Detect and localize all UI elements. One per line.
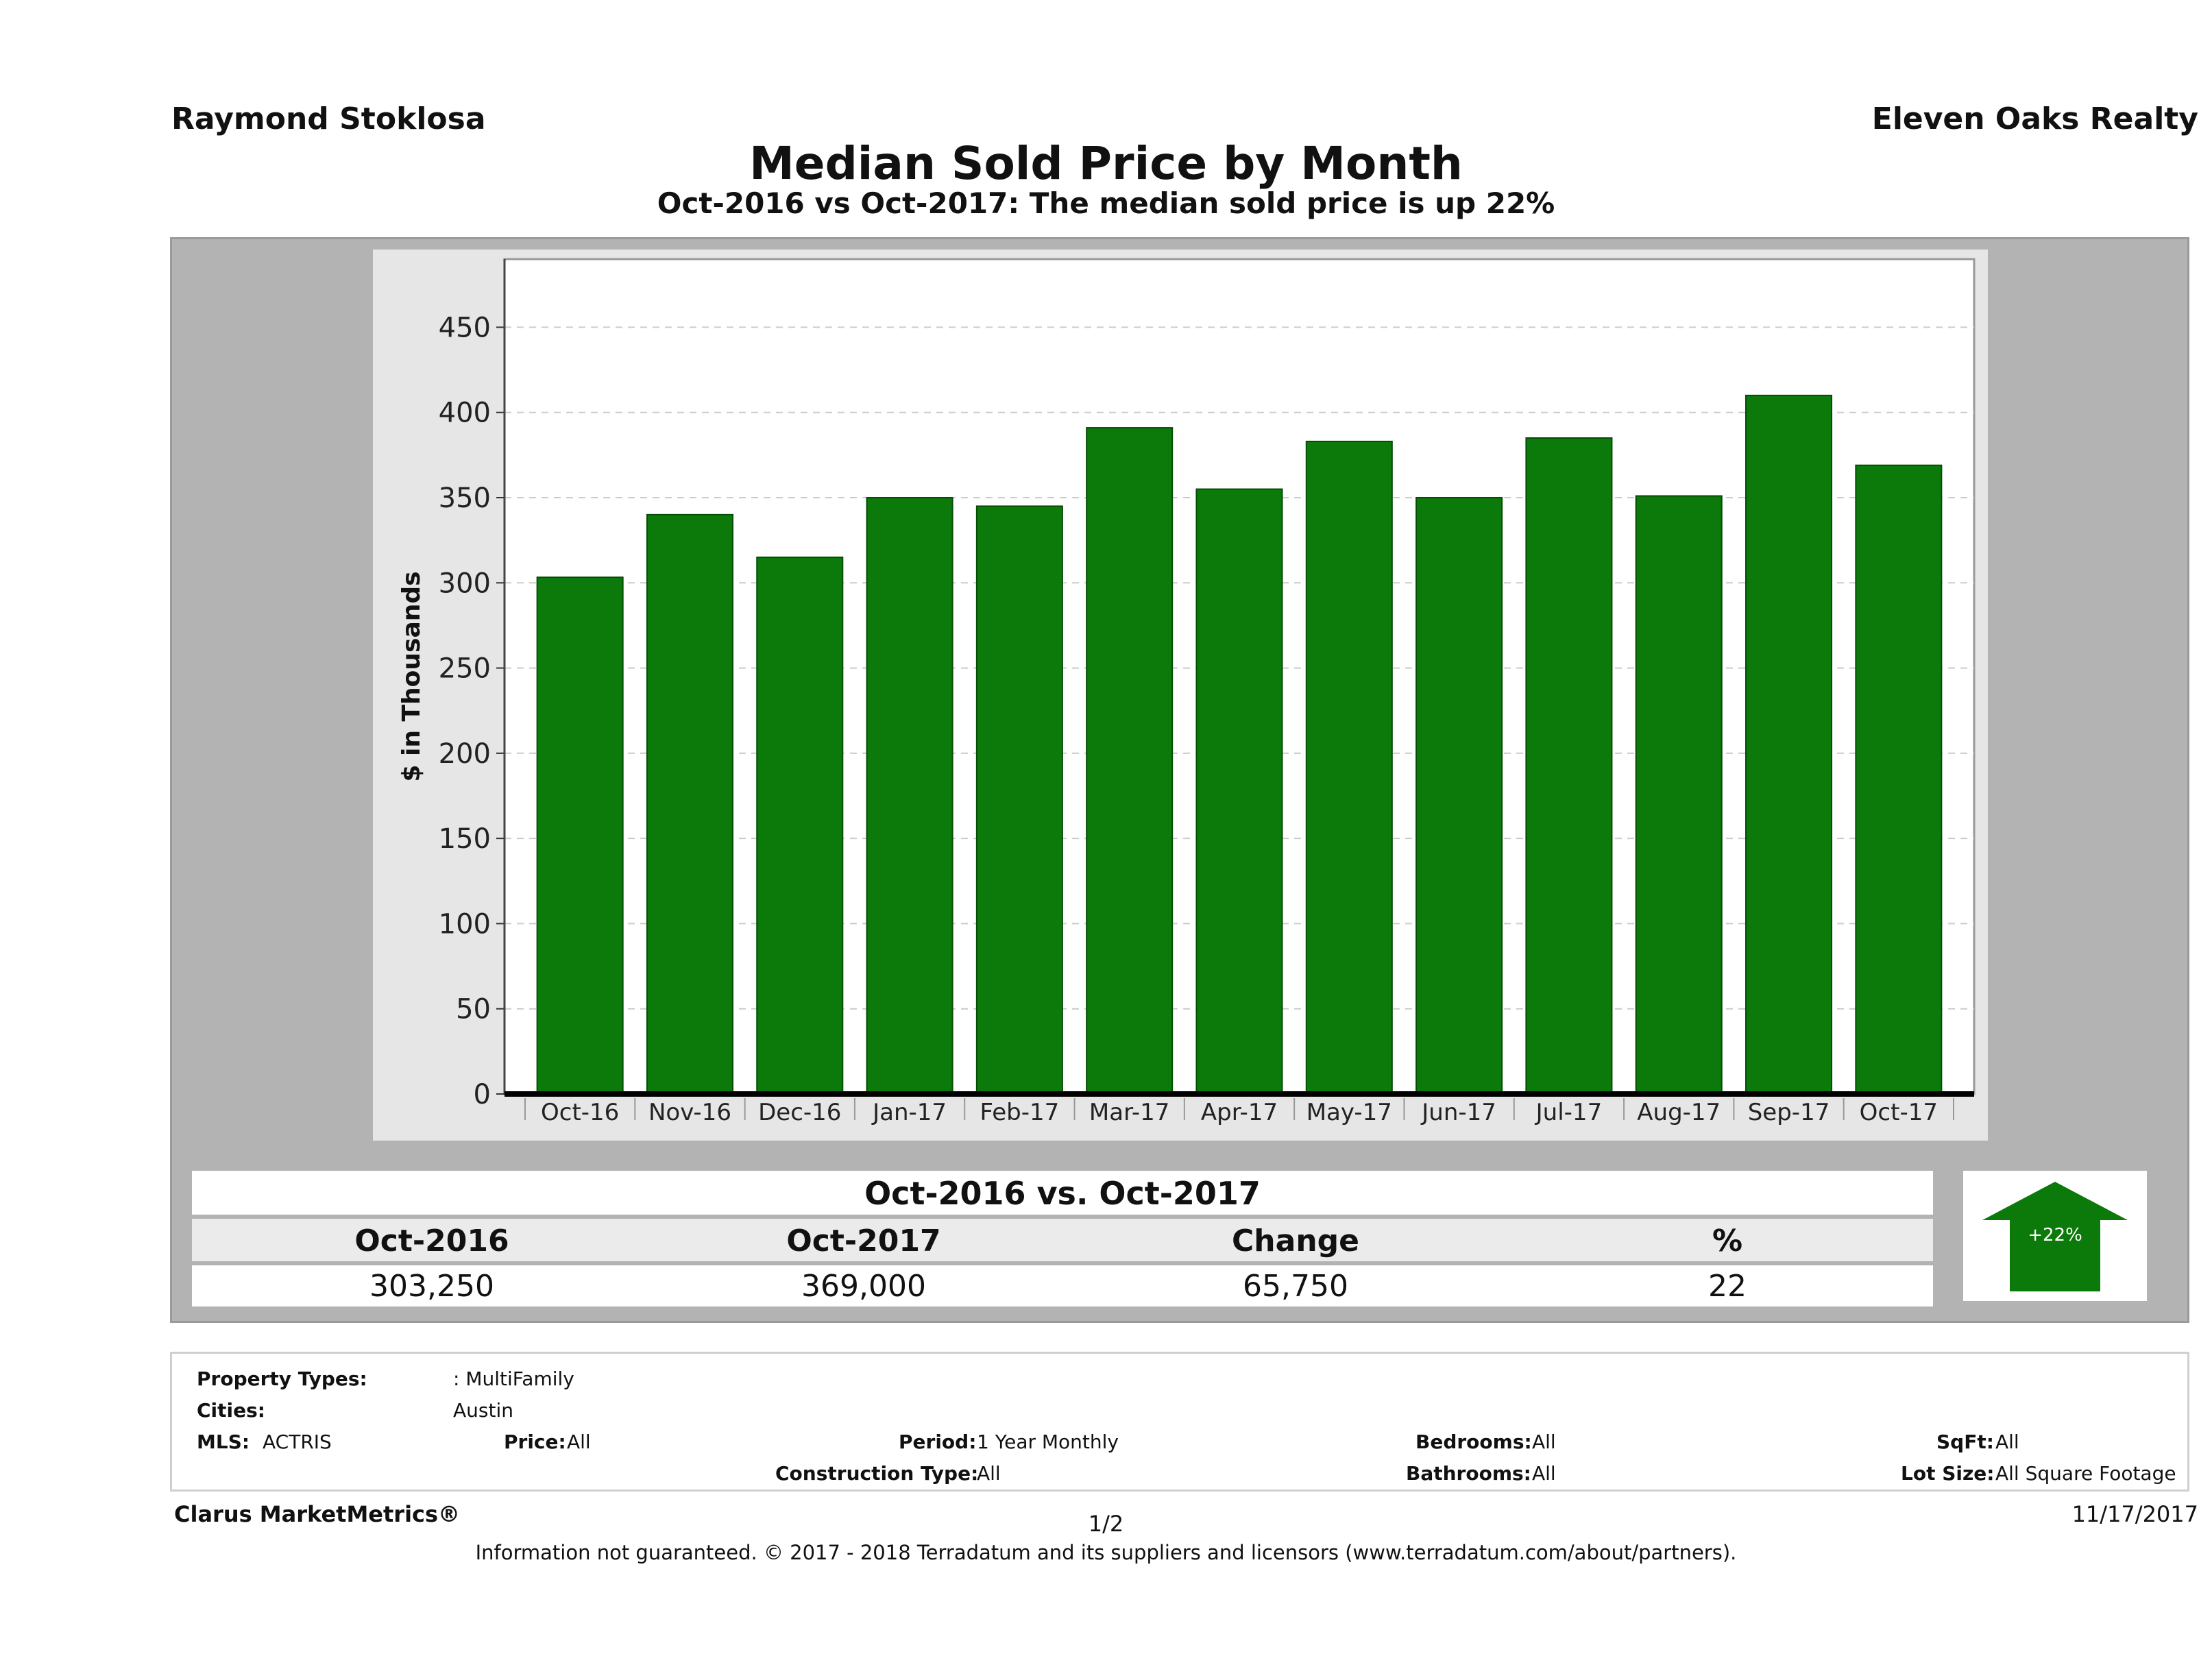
x-tick-label: Jan-17: [871, 1099, 947, 1126]
y-tick-label: 350: [439, 483, 491, 514]
bar: [1086, 427, 1174, 1095]
bar-chart: 0 50 100 150 200 250 300 350 400 450 $ in Thousand…: [398, 258, 1976, 1126]
x-tick-label: Feb-17: [980, 1099, 1060, 1126]
bar: [1745, 394, 1833, 1095]
period-label: Period:: [899, 1431, 977, 1453]
comparison-values-row: 303,250 369,000 65,750 22: [192, 1265, 1933, 1306]
bar: [646, 513, 733, 1095]
y-tick-label: 200: [439, 738, 491, 770]
arrow-label: +22%: [2028, 1225, 2082, 1245]
y-tick-label: 250: [439, 653, 491, 685]
value-oct-2016: 303,250: [369, 1269, 494, 1304]
x-tick-label: Dec-16: [758, 1099, 841, 1126]
y-tick-label: 100: [439, 908, 491, 940]
cities-label: Cities:: [197, 1399, 265, 1422]
value-change: 65,750: [1243, 1269, 1348, 1304]
bar: [1525, 437, 1613, 1095]
bar: [866, 497, 953, 1095]
y-tick-label: 300: [439, 568, 491, 599]
x-tick-label: Oct-17: [1860, 1099, 1938, 1126]
bedrooms-label: Bedrooms:: [1415, 1431, 1532, 1453]
x-tick-label: Oct-16: [541, 1099, 619, 1126]
mls-label: MLS:: [197, 1431, 250, 1453]
sqft-value: All: [1995, 1431, 2019, 1453]
bar: [536, 576, 624, 1095]
lot-size-value: All Square Footage: [1995, 1462, 2176, 1485]
header-oct-2017: Oct-2017: [786, 1224, 941, 1258]
agent-name: Raymond Stoklosa: [171, 101, 486, 136]
bar: [975, 505, 1063, 1095]
price-value: All: [567, 1431, 591, 1453]
change-indicator: +22%: [1963, 1171, 2147, 1301]
y-tick-label: 150: [439, 823, 491, 855]
bar: [756, 557, 844, 1095]
x-tick-label: May-17: [1306, 1099, 1392, 1126]
x-tick-label: Mar-17: [1089, 1099, 1170, 1126]
sqft-label: SqFt:: [1936, 1431, 1994, 1453]
bedrooms-value: All: [1532, 1431, 1556, 1453]
up-arrow-icon: +22%: [1982, 1182, 2128, 1291]
y-tick-label: 450: [439, 312, 491, 343]
bar: [1195, 488, 1283, 1095]
y-tick-label: 400: [439, 398, 491, 429]
page-number: 1/2: [1088, 1511, 1124, 1537]
chart-subtitle: Oct-2016 vs Oct-2017: The median sold pr…: [657, 186, 1555, 220]
bar: [1635, 495, 1723, 1095]
footer-brand: Clarus MarketMetrics®: [174, 1501, 461, 1527]
mls-value: ACTRIS: [263, 1431, 332, 1453]
bathrooms-value: All: [1532, 1462, 1556, 1485]
x-tick-label: Apr-17: [1201, 1099, 1278, 1126]
y-tick-label: 50: [456, 994, 491, 1025]
x-tick-label: Aug-17: [1637, 1099, 1721, 1126]
value-percent: 22: [1708, 1269, 1747, 1304]
period-value: 1 Year Monthly: [977, 1431, 1119, 1453]
construction-type-value: All: [977, 1462, 1001, 1485]
filter-summary: Property Types: : MultiFamily Cities: Au…: [170, 1352, 2189, 1492]
value-oct-2017: 369,000: [801, 1269, 926, 1304]
property-types-label: Property Types:: [197, 1367, 367, 1390]
y-axis-label: $ in Thousands: [398, 571, 426, 781]
x-tick-label: Jul-17: [1535, 1099, 1603, 1126]
comparison-header-row: Oct-2016 Oct-2017 Change %: [192, 1219, 1933, 1261]
lot-size-label: Lot Size:: [1901, 1462, 1995, 1485]
disclaimer: Information not guaranteed. © 2017 - 201…: [475, 1541, 1737, 1564]
header-oct-2016: Oct-2016: [354, 1224, 509, 1258]
construction-type-label: Construction Type:: [775, 1462, 979, 1485]
x-tick-label: Jun-17: [1420, 1099, 1496, 1126]
bar: [1855, 464, 1943, 1095]
chart-title: Median Sold Price by Month: [749, 137, 1463, 190]
comparison-title: Oct-2016 vs. Oct-2017: [192, 1171, 1933, 1215]
header-percent: %: [1712, 1224, 1743, 1258]
header-change: Change: [1232, 1224, 1359, 1258]
bar: [1305, 440, 1393, 1095]
cities-value: Austin: [453, 1399, 513, 1422]
report-date: 11/17/2017: [2071, 1501, 2198, 1527]
bar: [1415, 497, 1503, 1095]
x-tick-label: Sep-17: [1748, 1099, 1830, 1126]
property-types-value: : MultiFamily: [453, 1367, 574, 1390]
bathrooms-label: Bathrooms:: [1406, 1462, 1531, 1485]
price-label: Price:: [504, 1431, 566, 1453]
brokerage-name: Eleven Oaks Realty: [1871, 101, 2198, 136]
y-tick-label: 0: [474, 1079, 491, 1110]
x-tick-label: Nov-16: [648, 1099, 731, 1126]
